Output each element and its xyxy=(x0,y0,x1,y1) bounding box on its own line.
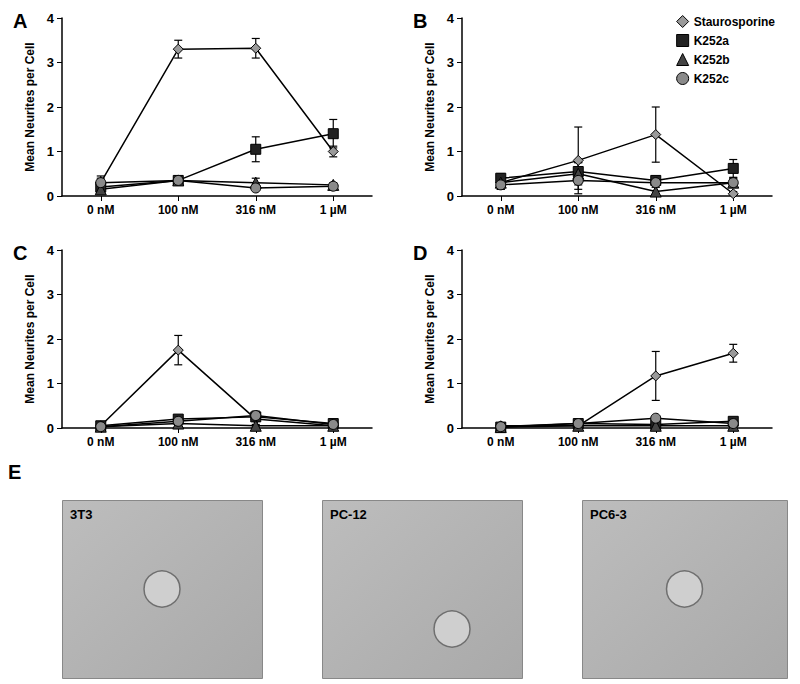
svg-text:316 nM: 316 nM xyxy=(635,435,676,449)
svg-text:Staurosporine: Staurosporine xyxy=(694,15,776,29)
svg-text:D: D xyxy=(413,242,427,264)
svg-text:0 nM: 0 nM xyxy=(487,203,514,217)
svg-text:0: 0 xyxy=(447,189,454,204)
svg-text:Mean Neurites per Cell: Mean Neurites per Cell xyxy=(23,42,37,171)
svg-text:0: 0 xyxy=(47,189,54,204)
svg-text:4: 4 xyxy=(47,243,55,258)
svg-text:4: 4 xyxy=(447,11,455,26)
svg-text:316 nM: 316 nM xyxy=(635,203,676,217)
svg-text:E: E xyxy=(8,461,21,483)
svg-text:4: 4 xyxy=(47,11,55,26)
svg-text:4: 4 xyxy=(447,243,455,258)
svg-text:1 µM: 1 µM xyxy=(720,203,747,217)
svg-text:C: C xyxy=(13,242,27,264)
svg-text:K252a: K252a xyxy=(694,34,730,48)
svg-text:2: 2 xyxy=(47,332,54,347)
svg-text:1 µM: 1 µM xyxy=(320,203,347,217)
svg-text:PC6-3: PC6-3 xyxy=(590,507,627,522)
svg-text:0 nM: 0 nM xyxy=(487,435,514,449)
svg-text:1 µM: 1 µM xyxy=(320,435,347,449)
svg-text:3: 3 xyxy=(447,287,454,302)
svg-text:1: 1 xyxy=(447,376,454,391)
svg-text:316 nM: 316 nM xyxy=(235,203,276,217)
svg-text:3: 3 xyxy=(47,55,54,70)
svg-text:PC-12: PC-12 xyxy=(330,507,367,522)
svg-text:1: 1 xyxy=(447,144,454,159)
svg-text:K252b: K252b xyxy=(694,53,730,67)
svg-text:2: 2 xyxy=(47,100,54,115)
svg-text:0: 0 xyxy=(47,421,54,436)
svg-text:3: 3 xyxy=(47,287,54,302)
svg-text:Mean Neurites per Cell: Mean Neurites per Cell xyxy=(423,274,437,403)
svg-text:Mean Neurites per Cell: Mean Neurites per Cell xyxy=(423,42,437,171)
svg-text:1: 1 xyxy=(47,376,54,391)
svg-text:3T3: 3T3 xyxy=(70,507,92,522)
svg-text:2: 2 xyxy=(447,332,454,347)
svg-text:0 nM: 0 nM xyxy=(87,435,114,449)
svg-text:100 nM: 100 nM xyxy=(558,435,599,449)
svg-text:0 nM: 0 nM xyxy=(87,203,114,217)
svg-text:1: 1 xyxy=(47,144,54,159)
svg-text:100 nM: 100 nM xyxy=(158,435,199,449)
svg-text:3: 3 xyxy=(447,55,454,70)
svg-text:1 µM: 1 µM xyxy=(720,435,747,449)
svg-text:Mean Neurites per Cell: Mean Neurites per Cell xyxy=(23,274,37,403)
svg-text:B: B xyxy=(413,10,427,32)
svg-text:0: 0 xyxy=(447,421,454,436)
svg-text:2: 2 xyxy=(447,100,454,115)
svg-text:K252c: K252c xyxy=(694,72,730,86)
svg-text:A: A xyxy=(13,10,27,32)
svg-text:100 nM: 100 nM xyxy=(158,203,199,217)
svg-text:100 nM: 100 nM xyxy=(558,203,599,217)
svg-text:316 nM: 316 nM xyxy=(235,435,276,449)
